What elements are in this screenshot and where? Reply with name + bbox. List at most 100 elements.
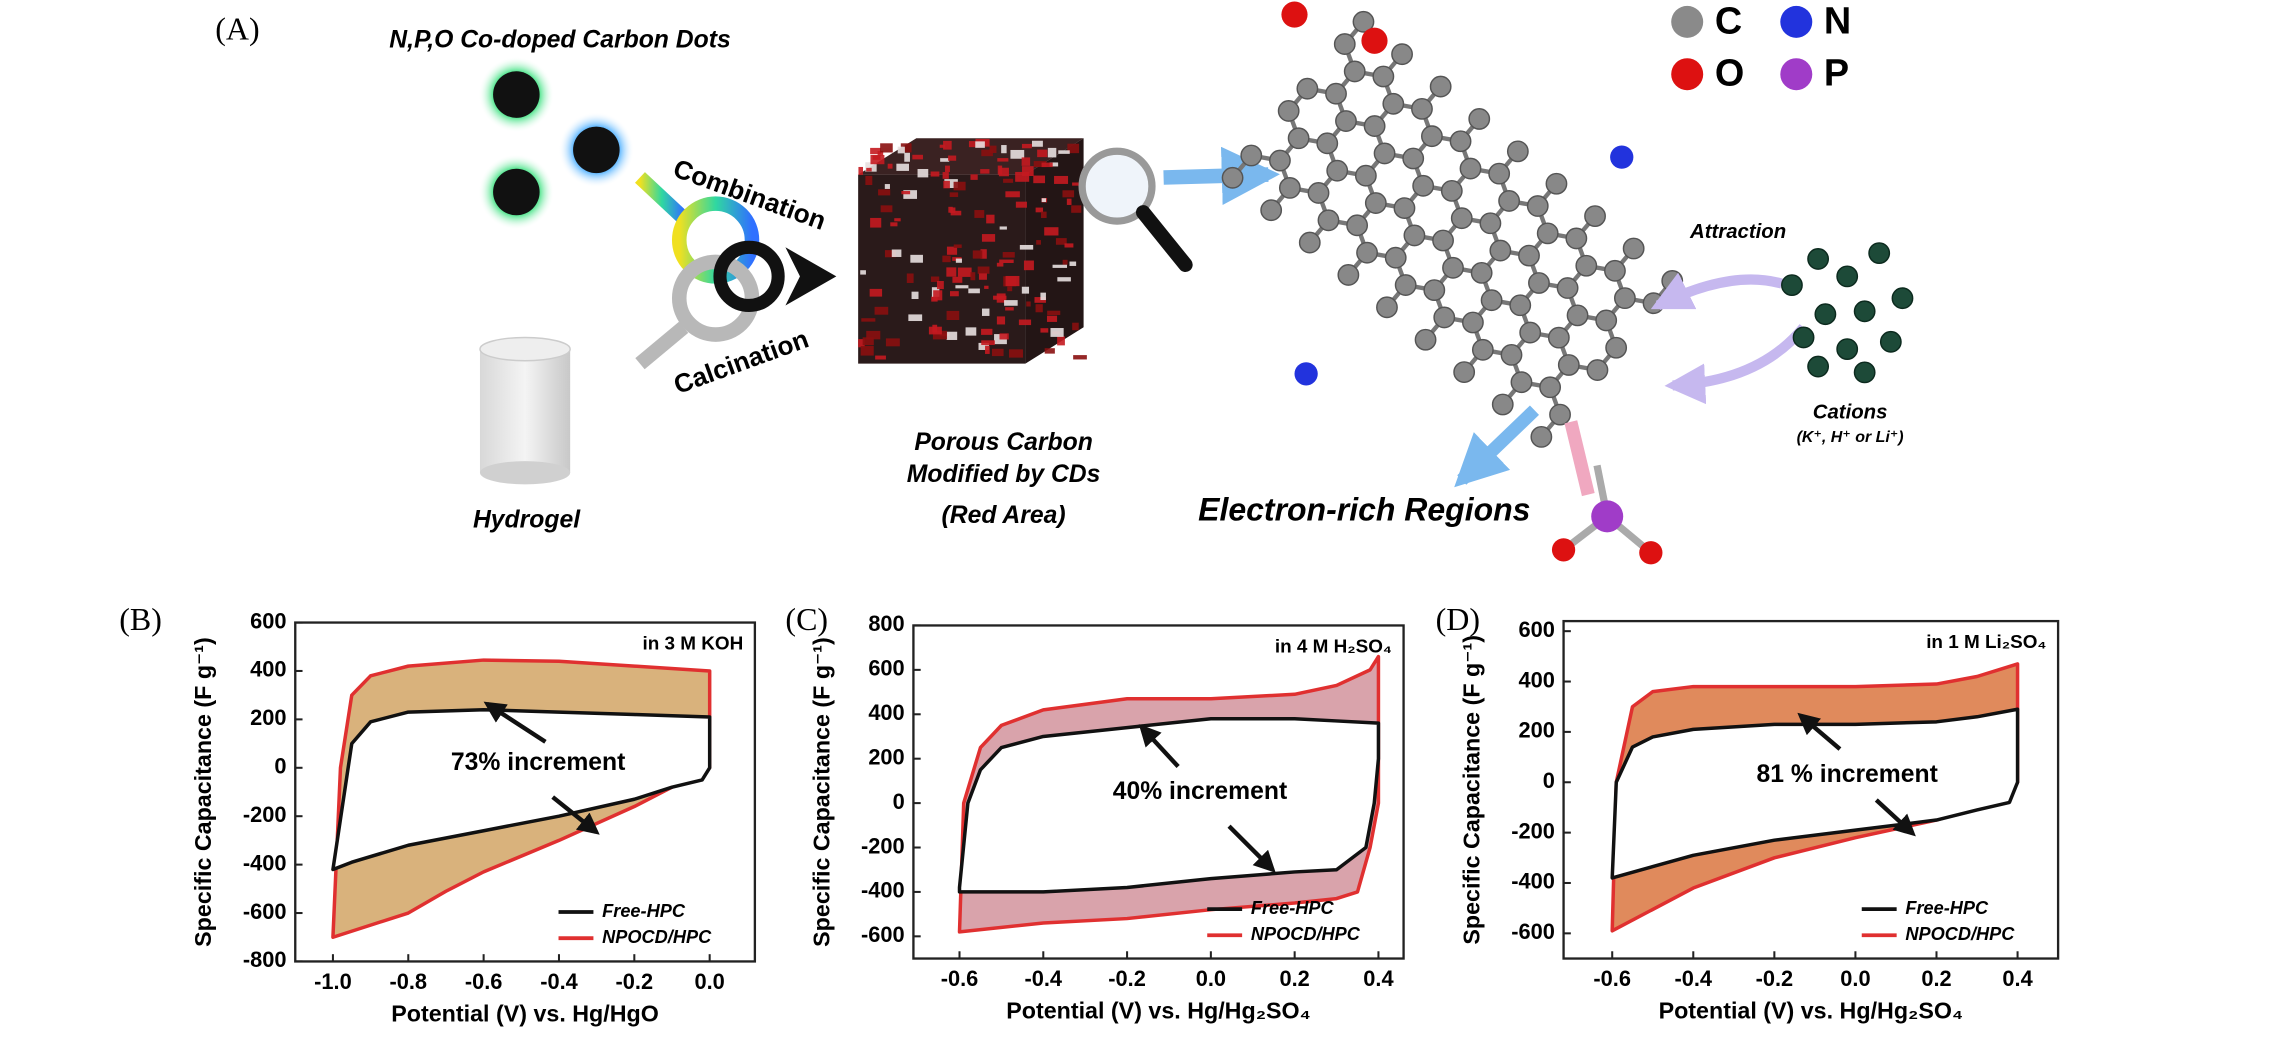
- cube-patch: [1021, 286, 1030, 294]
- cube-patch: [999, 259, 1014, 263]
- hydrogel-label: Hydrogel: [473, 506, 581, 533]
- atom: [1402, 147, 1425, 170]
- y-tick-label: -600: [1511, 919, 1555, 944]
- carbon-dots-title: N,P,O Co-doped Carbon Dots: [389, 26, 731, 53]
- cube-patch: [887, 163, 893, 169]
- cube-patch: [870, 217, 882, 228]
- element-symbol: P: [1824, 53, 1849, 95]
- atom: [1356, 241, 1378, 264]
- condition-label: in 3 M KOH: [642, 633, 743, 654]
- magnifier: [1078, 146, 1280, 273]
- cube-patch: [981, 149, 993, 157]
- cube-patch: [946, 246, 958, 255]
- atom: [1498, 190, 1521, 212]
- cube-patch: [896, 163, 909, 171]
- atom: [1480, 289, 1503, 312]
- x-tick-label: 0.4: [1363, 966, 1393, 991]
- y-tick-label: -200: [861, 833, 905, 858]
- cube-patch: [999, 333, 1009, 340]
- cube-patch: [860, 270, 866, 275]
- cube-patch: [943, 180, 950, 189]
- atom: [1335, 110, 1357, 132]
- cv-curve: [957, 716, 1381, 894]
- cube-patch: [974, 210, 985, 218]
- cube-patch: [1072, 322, 1079, 331]
- atom: [1394, 274, 1417, 296]
- cube-patch: [869, 288, 883, 297]
- cations-label: Cations: [1813, 401, 1888, 423]
- cube-patch: [1057, 277, 1071, 282]
- cube-patch: [1003, 178, 1014, 183]
- cube-patch: [1021, 143, 1032, 149]
- cube-patch: [1044, 348, 1055, 354]
- atom: [1269, 149, 1291, 172]
- atom: [1536, 222, 1559, 245]
- molecule: [1221, 1, 1684, 448]
- cation: [1836, 265, 1859, 288]
- cube-patch: [875, 355, 886, 360]
- cube-patch: [1001, 145, 1007, 154]
- cube-patch: [901, 191, 911, 195]
- y-tick-label: -400: [861, 878, 905, 903]
- cube-patch: [1058, 150, 1070, 154]
- atom: [1354, 164, 1377, 187]
- cube-patch: [880, 143, 893, 153]
- atom: [1372, 65, 1395, 88]
- x-tick-label: -0.6: [1593, 966, 1631, 991]
- cube-patch: [1072, 182, 1079, 186]
- cube-patch: [945, 165, 950, 172]
- cube-patch: [955, 258, 962, 263]
- carbon-dots: [478, 56, 635, 230]
- cube-patch: [998, 167, 1009, 177]
- increment-label: 40% increment: [1113, 778, 1287, 805]
- cube-patch: [930, 171, 940, 177]
- y-tick-label: -200: [1511, 818, 1555, 843]
- cube-patch: [1047, 147, 1057, 158]
- porous-carbon-label: (Red Area): [942, 502, 1066, 529]
- cube-patch: [885, 338, 900, 347]
- cube-patch: [1019, 244, 1034, 250]
- cube-patch: [930, 276, 940, 282]
- x-tick-label: -1.0: [314, 969, 352, 994]
- atom: [1471, 338, 1494, 361]
- atom: [1373, 142, 1396, 165]
- cube-patch: [1040, 292, 1046, 301]
- cube-patch: [980, 169, 990, 174]
- cube-patch: [933, 290, 943, 301]
- atom: [1343, 60, 1366, 83]
- cube-patch: [975, 141, 985, 148]
- cube-patch: [1034, 297, 1046, 303]
- atom: [1506, 140, 1529, 163]
- cation: [1868, 242, 1891, 265]
- y-tick-label: 200: [250, 705, 286, 730]
- y-tick-label: -800: [243, 947, 287, 972]
- cube-patch: [1031, 140, 1043, 147]
- x-tick-label: -0.6: [465, 969, 503, 994]
- atom: [1307, 182, 1330, 204]
- cube-patch: [978, 273, 987, 280]
- atom: [1412, 174, 1435, 197]
- cation: [1879, 330, 1902, 353]
- atom: [1489, 239, 1512, 262]
- atom: [1432, 229, 1454, 252]
- atom: [1565, 227, 1588, 250]
- x-axis-label: Potential (V) vs. Hg/Hg₂SO₄: [1659, 997, 1964, 1023]
- cube-patch: [1007, 286, 1013, 292]
- cube-patch: [890, 222, 898, 227]
- atom: [1352, 10, 1375, 33]
- atom: [1403, 224, 1426, 247]
- atom: [1556, 277, 1579, 299]
- cube-patch: [1047, 310, 1061, 315]
- cube-patch: [884, 250, 896, 258]
- atom: [1294, 362, 1318, 386]
- y-axis-label: Specific Capacitance (F g⁻¹): [1459, 635, 1485, 945]
- cube-patch: [872, 155, 881, 160]
- cube-patch: [932, 324, 938, 333]
- atom: [1316, 132, 1339, 155]
- atom: [1622, 237, 1645, 260]
- arrow: [1138, 724, 1180, 769]
- cube-patch: [858, 339, 865, 348]
- atom: [1510, 371, 1533, 394]
- cube-patch: [981, 234, 996, 242]
- atom: [1326, 159, 1349, 182]
